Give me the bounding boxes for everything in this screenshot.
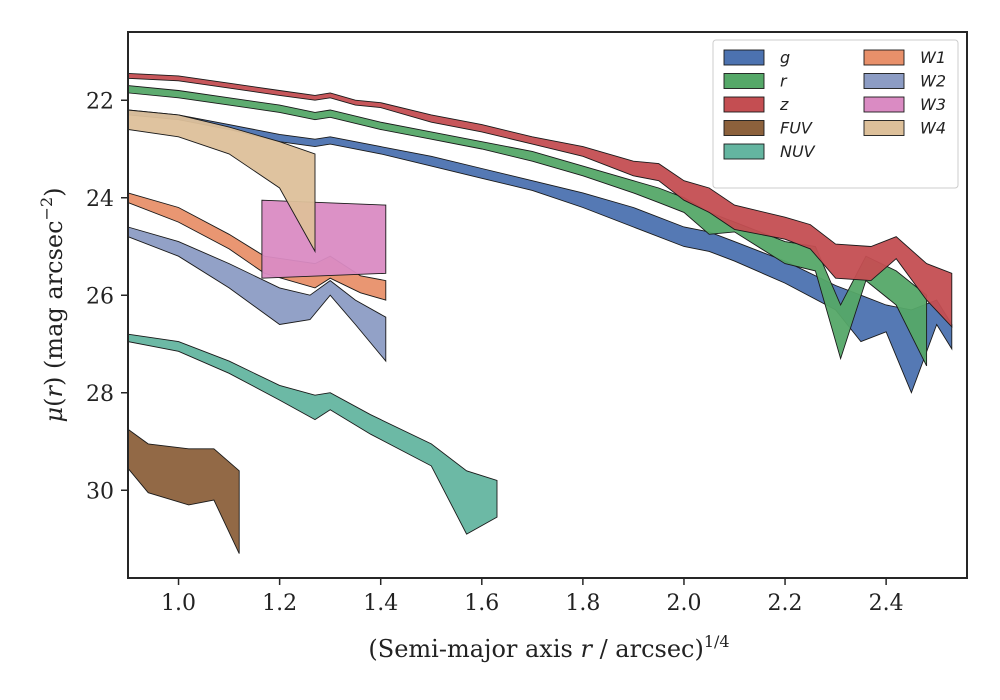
band-r — [127, 85, 928, 367]
band-w3 — [261, 199, 387, 279]
y-tick-label: 24 — [86, 187, 114, 212]
legend-label-nuv: NUV — [780, 142, 816, 161]
legend-swatch-g — [723, 49, 765, 66]
y-axis-label: μ(r) (mag arcsec−2) — [37, 187, 68, 422]
x-tick-label: 2.0 — [666, 591, 701, 616]
legend-swatch-fuv — [723, 120, 765, 136]
legend-label-z: z — [779, 95, 789, 114]
legend-swatch-w4 — [863, 120, 905, 136]
x-tick-label: 1.8 — [565, 591, 600, 616]
legend-label-fuv: FUV — [780, 119, 813, 138]
y-tick-label: 22 — [86, 89, 114, 114]
legend-swatch-w3 — [863, 96, 905, 113]
legend-label-r: r — [780, 72, 788, 91]
y-tick-label: 28 — [86, 382, 114, 407]
legend: grz FUV NUV W1 W2 W3 W4 — [712, 39, 959, 189]
x-axis-label: (Semi-major axis r / arcsec)1/4 — [368, 632, 729, 663]
plot-frame — [127, 31, 968, 579]
legend-label-w1: W1 — [920, 48, 946, 67]
x-tick-label: 1.2 — [262, 591, 297, 616]
legend-swatch-z — [723, 96, 765, 113]
x-tick-label: 1.4 — [363, 591, 398, 616]
y-ticks: 22 24 26 28 30 — [86, 89, 128, 504]
legend-swatch-w1 — [863, 49, 905, 66]
legend-swatch-nuv — [723, 143, 765, 160]
x-ticks: 1.0 1.2 1.4 1.6 1.8 2.0 2.2 2.4 — [161, 578, 904, 616]
band-w2 — [127, 226, 387, 363]
x-tick-label: 2.4 — [869, 591, 904, 616]
legend-label-w3: W3 — [920, 95, 946, 114]
band-nuv — [127, 333, 498, 535]
x-tick-label: 2.2 — [768, 591, 803, 616]
legend-label-w4: W4 — [920, 119, 946, 138]
y-tick-label: 30 — [86, 479, 114, 504]
legend-swatch-r — [723, 73, 765, 89]
legend-label-w2: W2 — [920, 72, 946, 91]
legend-swatch-w2 — [863, 73, 905, 89]
y-tick-label: 26 — [86, 284, 114, 309]
series-bands — [127, 72, 953, 554]
band-fuv — [127, 428, 240, 554]
x-tick-label: 1.0 — [161, 591, 196, 616]
band-w4 — [127, 109, 316, 254]
band-z — [127, 72, 953, 329]
legend-label-g: g — [780, 48, 790, 67]
band-g — [127, 109, 953, 394]
x-tick-label: 1.6 — [464, 591, 499, 616]
